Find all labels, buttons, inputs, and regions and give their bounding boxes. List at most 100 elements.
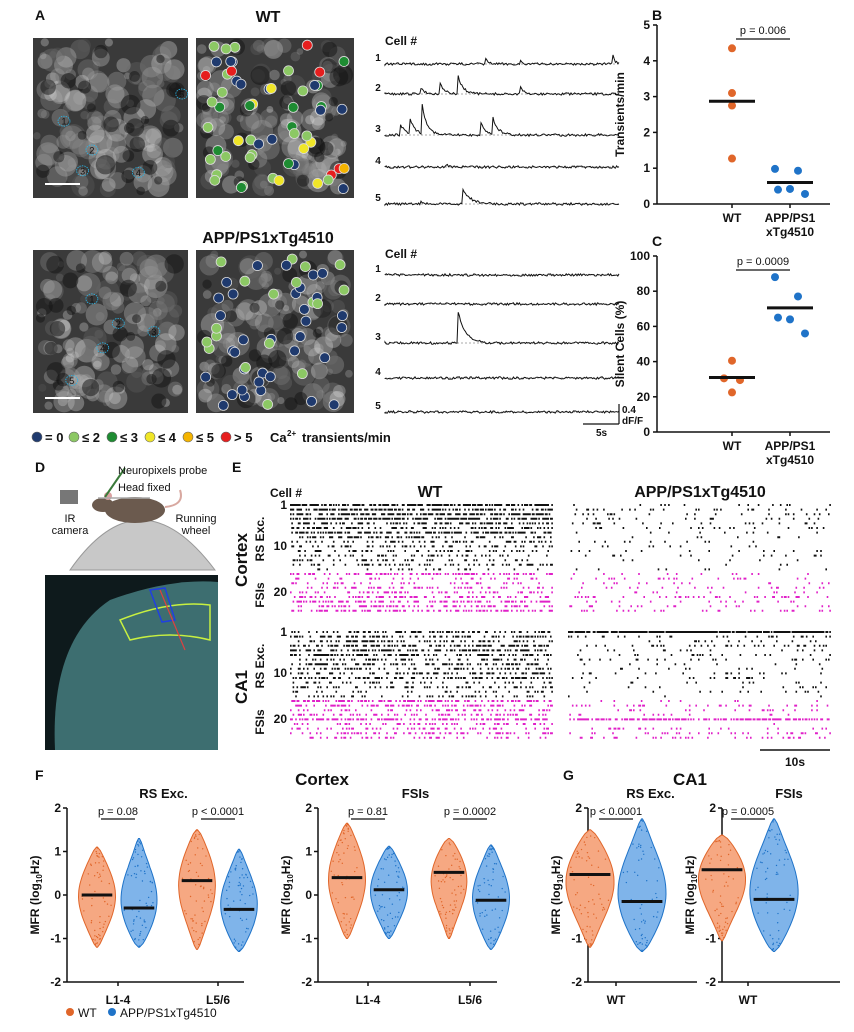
data-point — [234, 940, 237, 942]
activity-dot — [280, 259, 292, 271]
activity-dot — [297, 85, 309, 97]
y-tick-label: -1 — [705, 932, 716, 946]
cell-header: Cell # — [385, 34, 417, 48]
data-point — [207, 877, 210, 880]
cell-body — [61, 124, 86, 148]
brain-section — [54, 581, 218, 750]
cell-body — [99, 181, 116, 198]
data-point — [98, 852, 101, 855]
cell-body — [83, 326, 107, 351]
cell-body — [79, 322, 89, 332]
data-point — [239, 891, 241, 893]
legend-dot-1 — [68, 431, 80, 443]
data-point — [626, 871, 629, 873]
cell-body — [218, 111, 232, 125]
data-point — [353, 846, 356, 848]
data-point — [495, 863, 498, 865]
data-point — [203, 900, 206, 902]
data-point — [99, 875, 102, 877]
cell-body — [321, 382, 344, 405]
data-point — [446, 874, 448, 876]
data-point — [91, 904, 93, 907]
data-point — [622, 871, 625, 874]
data-point — [594, 836, 596, 839]
data-point — [144, 872, 146, 875]
y-tick-label: 60 — [637, 319, 651, 333]
data-point — [133, 919, 135, 921]
cell-body — [315, 281, 325, 291]
dark-region — [112, 380, 125, 393]
data-point — [196, 829, 198, 831]
data-point — [209, 889, 212, 891]
cell-body — [96, 279, 120, 304]
data-point — [783, 908, 785, 910]
data-point — [771, 949, 773, 951]
activity-dot — [337, 183, 349, 194]
cell-body — [65, 353, 75, 363]
data-point — [187, 870, 190, 873]
cell-body — [146, 143, 162, 159]
data-point — [388, 854, 390, 856]
data-point — [341, 841, 344, 844]
data-point — [589, 835, 592, 837]
data-point — [639, 846, 642, 849]
data-point — [397, 875, 399, 877]
data-point — [787, 858, 789, 860]
activity-dot — [328, 399, 340, 411]
data-point — [132, 923, 135, 925]
cell-body — [310, 362, 328, 380]
wheel-label: Running — [176, 513, 217, 525]
activity-dot — [290, 277, 302, 288]
data-point — [576, 850, 578, 853]
data-point — [445, 911, 448, 913]
trace-id: 1 — [375, 53, 381, 64]
cell-body — [136, 313, 156, 332]
cell-body — [98, 286, 112, 300]
data-point — [354, 849, 356, 851]
cell-body — [282, 304, 290, 312]
data-point — [716, 908, 718, 910]
data-point — [728, 44, 736, 53]
data-point — [99, 921, 101, 924]
data-point — [207, 896, 210, 899]
mouse-head — [92, 498, 114, 512]
data-point — [335, 898, 337, 900]
cell-body — [98, 390, 110, 402]
y-tick-label: -2 — [571, 975, 582, 989]
roi-number: 5 — [179, 90, 184, 100]
data-point — [94, 943, 96, 946]
dark-region — [94, 44, 108, 59]
data-point — [185, 859, 187, 862]
data-point — [445, 924, 448, 927]
data-point — [239, 856, 241, 858]
data-point — [491, 909, 493, 911]
data-point — [346, 933, 349, 936]
data-point — [450, 864, 453, 867]
cell-body — [299, 250, 308, 259]
trace-id: 4 — [375, 367, 381, 378]
cell-body — [264, 39, 284, 59]
data-point — [138, 945, 140, 947]
dark-region — [36, 164, 50, 178]
data-point — [754, 889, 757, 891]
cell-body — [102, 265, 119, 282]
legend-dot-4 — [182, 431, 194, 443]
data-point — [241, 919, 243, 922]
cell-body — [261, 281, 270, 290]
data-point — [94, 890, 96, 893]
cell-body — [274, 267, 282, 275]
data-point — [775, 864, 778, 867]
data-point — [87, 873, 89, 875]
cell-header: Cell # — [385, 247, 417, 261]
data-point — [245, 927, 248, 930]
data-point — [639, 941, 642, 944]
violin-wt — [565, 829, 615, 948]
cell-body — [272, 125, 293, 145]
cell-body — [153, 157, 173, 177]
data-point — [387, 847, 390, 850]
data-point — [726, 922, 729, 925]
data-point — [485, 865, 488, 867]
data-point — [240, 861, 242, 864]
data-point — [721, 934, 723, 937]
data-point — [134, 851, 137, 853]
